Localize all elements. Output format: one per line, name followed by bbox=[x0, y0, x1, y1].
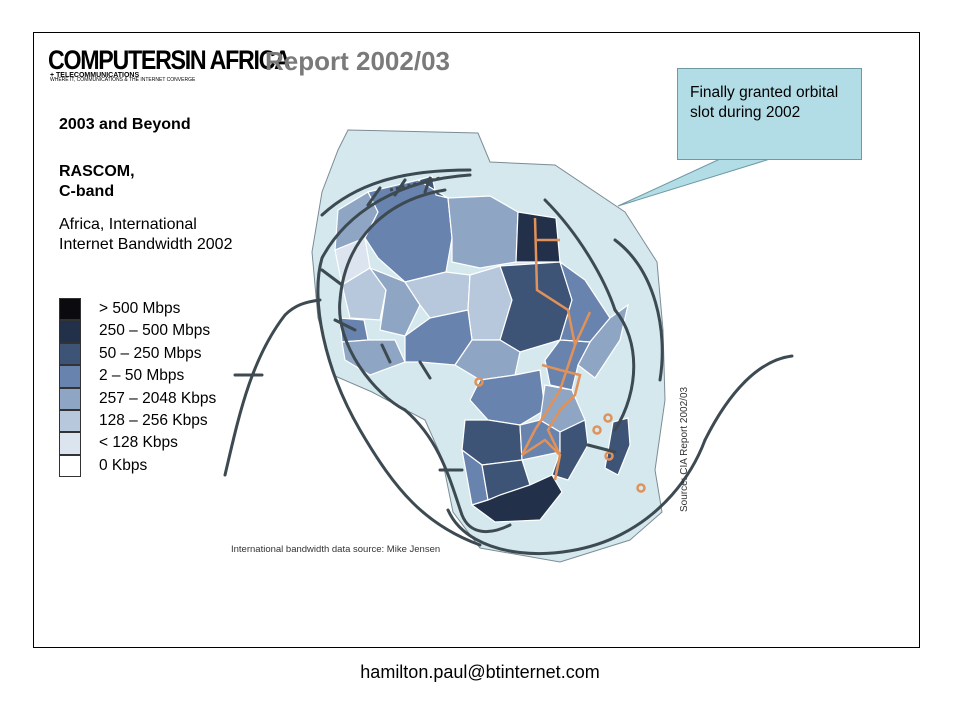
legend-swatch bbox=[59, 409, 81, 433]
cable-med-branch bbox=[366, 186, 382, 207]
lakes-link bbox=[541, 363, 582, 456]
legend-swatch bbox=[59, 342, 81, 366]
cable-west-africa-south bbox=[403, 408, 512, 534]
legend-label: 50 – 250 Mbps bbox=[99, 344, 202, 362]
section-heading: 2003 and Beyond bbox=[59, 116, 191, 133]
legend-label: 257 – 2048 Kbps bbox=[99, 389, 217, 407]
cable-east-branch bbox=[586, 443, 617, 454]
cable-atlantic-link bbox=[223, 298, 322, 477]
legend-swatch bbox=[59, 454, 81, 478]
region-mozambique bbox=[551, 419, 589, 481]
nile-link bbox=[520, 217, 577, 456]
region-madagascar bbox=[604, 417, 631, 476]
subject-title: RASCOM, C-band bbox=[59, 162, 135, 202]
east-africa-link bbox=[573, 311, 592, 346]
logo-wordmark: COMPUTERSIN AFRICA bbox=[48, 45, 291, 75]
legend-swatch bbox=[59, 365, 81, 388]
region-libya bbox=[447, 195, 519, 269]
legend-swatch bbox=[59, 298, 81, 321]
region-south-africa bbox=[470, 474, 563, 523]
legend-label: 128 – 256 Kbps bbox=[99, 411, 208, 429]
legend-swatch bbox=[59, 432, 81, 455]
cable-med-branch bbox=[393, 178, 407, 197]
logo-subtitle: + TELECOMMUNICATIONS bbox=[50, 72, 140, 79]
region-congo bbox=[469, 369, 546, 426]
cable-west-branch bbox=[380, 343, 392, 364]
cable-west-branch bbox=[418, 360, 432, 380]
legend-swatch bbox=[59, 320, 81, 343]
region-egypt bbox=[515, 211, 561, 263]
cable-mauritania-branch bbox=[320, 268, 344, 287]
source-note-bandwidth: International bandwidth data source: Mik… bbox=[231, 544, 441, 555]
earth-station-marker bbox=[474, 377, 484, 387]
legend-label: 250 – 500 Mbps bbox=[99, 322, 211, 340]
subject-line-2: C-band bbox=[59, 183, 115, 200]
terrestrial-links bbox=[520, 217, 592, 481]
logo-tagline: WHERE IT, COMMUNICATIONS & THE INTERNET … bbox=[50, 77, 196, 83]
cable-med-north bbox=[320, 168, 472, 217]
orbital-slot-callout: Finally granted orbital slot during 2002 bbox=[677, 68, 862, 160]
cable-cape bbox=[446, 438, 707, 556]
southern-link bbox=[521, 438, 562, 481]
earth-stations bbox=[474, 377, 646, 493]
author-email: hamilton.paul@btinternet.com bbox=[360, 662, 600, 682]
source-note-vertical: Source: CIA Report 2002/03 bbox=[679, 386, 690, 512]
earth-station-marker bbox=[636, 483, 646, 493]
legend-label: < 128 Kbps bbox=[99, 434, 178, 452]
submarine-cables bbox=[223, 168, 794, 556]
cable-west-coast bbox=[338, 188, 447, 412]
cable-west-branch bbox=[333, 318, 357, 332]
slide-frame bbox=[33, 32, 920, 648]
earth-station-marker bbox=[592, 425, 602, 435]
report-title: Report 2002/03 bbox=[265, 46, 450, 76]
cable-red-sea bbox=[543, 198, 617, 312]
computers-in-africa-logo: COMPUTERSIN AFRICA + TELECOMMUNICATIONS … bbox=[48, 46, 291, 84]
legend-label: 2 – 50 Mbps bbox=[99, 367, 185, 385]
cable-indian-ocean bbox=[703, 354, 794, 442]
region-mauritania bbox=[341, 267, 387, 321]
legend-label: 0 Kbps bbox=[99, 456, 148, 474]
cable-med-branch bbox=[423, 176, 432, 194]
cable-east-coast bbox=[613, 308, 636, 432]
map-description: Africa, International Internet Bandwidth… bbox=[59, 216, 233, 253]
cable-west-atlantic bbox=[316, 173, 482, 547]
cable-dashed-segment bbox=[389, 176, 441, 192]
cable-east-loop bbox=[613, 238, 664, 382]
callout-pointer bbox=[617, 158, 771, 207]
legend-label: > 500 Mbps bbox=[99, 300, 181, 317]
legend-swatch bbox=[59, 387, 81, 410]
subject-line-1: RASCOM, bbox=[59, 163, 135, 180]
earth-station-marker bbox=[604, 451, 614, 461]
earth-station-marker bbox=[603, 413, 613, 423]
